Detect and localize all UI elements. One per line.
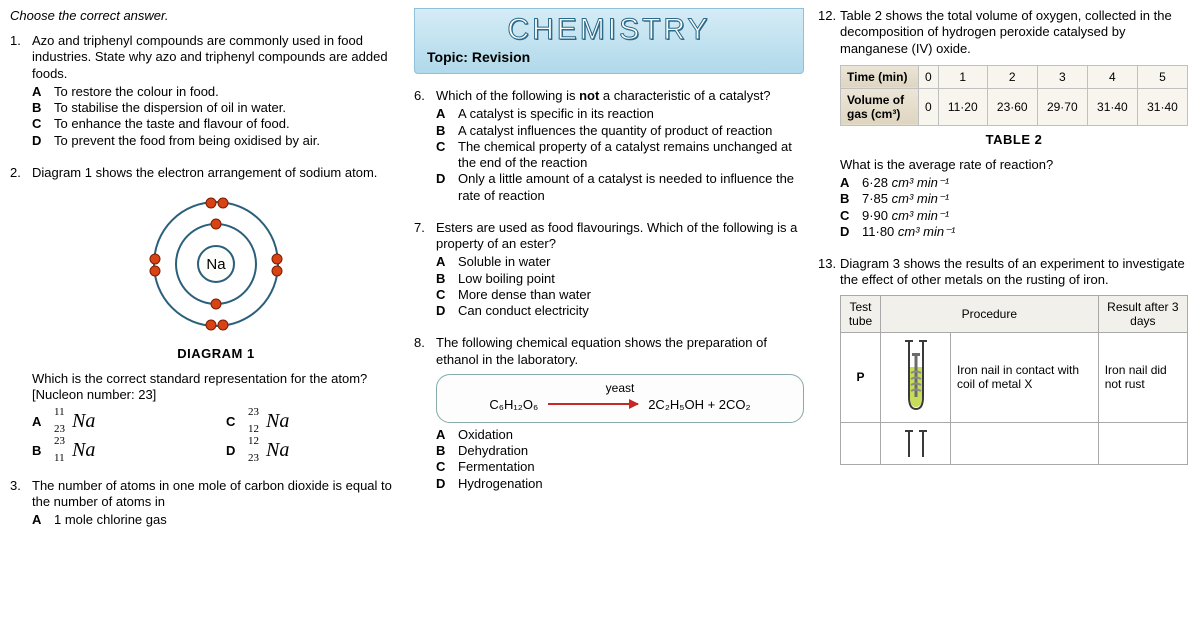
q1-option-c[interactable]: CTo enhance the taste and flavour of foo… xyxy=(32,116,400,132)
question-13: 13. Diagram 3 shows the results of an ex… xyxy=(818,256,1188,465)
svg-text:Na: Na xyxy=(206,256,226,273)
q7-option-d[interactable]: DCan conduct electricity xyxy=(436,303,804,319)
banner-title: CHEMISTRY xyxy=(427,13,791,47)
q12-number: 12. xyxy=(818,8,840,240)
q1-option-d[interactable]: DTo prevent the food from being oxidised… xyxy=(32,133,400,149)
test-tube-icon xyxy=(881,332,951,422)
question-2: 2. Diagram 1 shows the electron arrangem… xyxy=(10,165,400,462)
equation-lhs: C₆H₁₂O₆ xyxy=(489,397,538,412)
q8-option-c[interactable]: CFermentation xyxy=(436,459,804,475)
arrow-icon xyxy=(548,403,638,405)
q12-option-a[interactable]: A6·28 cm³ min⁻¹ xyxy=(840,175,1188,191)
q8-option-b[interactable]: BDehydration xyxy=(436,443,804,459)
equation-catalyst: yeast xyxy=(451,381,789,395)
table-3-row-p-proc: Iron nail in contact with coil of metal … xyxy=(951,332,1099,422)
q6-number: 6. xyxy=(414,88,436,204)
q6-option-c[interactable]: CThe chemical property of a catalyst rem… xyxy=(436,139,804,172)
table-2-row1-label: Time (min) xyxy=(841,65,919,88)
table-3-row-p-result: Iron nail did not rust xyxy=(1098,332,1187,422)
table-3-h1: Test tube xyxy=(841,295,881,332)
q6-text: Which of the following is not a characte… xyxy=(436,88,804,104)
q12-option-d[interactable]: D11·80 cm³ min⁻¹ xyxy=(840,224,1188,240)
q3-text: The number of atoms in one mole of carbo… xyxy=(32,478,400,511)
table-row: P Iron xyxy=(841,332,1188,422)
table-2: Time (min) 0 1 2 3 4 5 Volume of gas (cm… xyxy=(840,65,1188,126)
banner-subtitle: Topic: Revision xyxy=(427,49,791,65)
instruction-text: Choose the correct answer. xyxy=(10,8,400,23)
q2-option-c[interactable]: C 2312Na xyxy=(226,410,400,433)
q8-option-d[interactable]: DHydrogenation xyxy=(436,476,804,492)
q3-option-a[interactable]: A1 mole chlorine gas xyxy=(32,512,400,528)
q8-text: The following chemical equation shows th… xyxy=(436,335,804,368)
table-3-h3: Result after 3 days xyxy=(1098,295,1187,332)
q12-text: Table 2 shows the total volume of oxygen… xyxy=(840,8,1188,57)
subject-banner: CHEMISTRY Topic: Revision xyxy=(414,8,804,74)
table-row xyxy=(841,422,1188,464)
diagram-1-caption: DIAGRAM 1 xyxy=(32,346,400,361)
q7-option-a[interactable]: ASoluble in water xyxy=(436,254,804,270)
table-row: Test tube Procedure Result after 3 days xyxy=(841,295,1188,332)
q6-option-d[interactable]: DOnly a little amount of a catalyst is n… xyxy=(436,171,804,204)
q8-number: 8. xyxy=(414,335,436,492)
q7-option-c[interactable]: CMore dense than water xyxy=(436,287,804,303)
question-8: 8. The following chemical equation shows… xyxy=(414,335,804,492)
table-row: Volume of gas (cm³) 0 11·20 23·60 29·70 … xyxy=(841,88,1188,125)
q1-option-b[interactable]: BTo stabilise the dispersion of oil in w… xyxy=(32,100,400,116)
question-7: 7. Esters are used as food flavourings. … xyxy=(414,220,804,320)
q2-option-b[interactable]: B 2311Na xyxy=(32,439,206,462)
q1-text: Azo and triphenyl compounds are commonly… xyxy=(32,33,400,82)
q6-option-a[interactable]: AA catalyst is specific in its reaction xyxy=(436,106,804,122)
q12-option-c[interactable]: C9·90 cm³ min⁻¹ xyxy=(840,208,1188,224)
q2-option-a[interactable]: A 1123Na xyxy=(32,410,206,433)
q1-number: 1. xyxy=(10,33,32,149)
q2-intro: Diagram 1 shows the electron arrangement… xyxy=(32,165,400,181)
q7-number: 7. xyxy=(414,220,436,320)
table-3-h2: Procedure xyxy=(881,295,1099,332)
table-2-row2-label: Volume of gas (cm³) xyxy=(841,88,919,125)
q8-option-a[interactable]: AOxidation xyxy=(436,427,804,443)
q2-option-d[interactable]: D 1223Na xyxy=(226,439,400,462)
q1-option-a[interactable]: ATo restore the colour in food. xyxy=(32,84,400,100)
question-12: 12. Table 2 shows the total volume of ox… xyxy=(818,8,1188,240)
q2-text: Which is the correct standard representa… xyxy=(32,371,400,404)
test-tube-icon xyxy=(881,422,951,464)
equation-rhs: 2C₂H₅OH + 2CO₂ xyxy=(648,397,750,412)
question-1: 1. Azo and triphenyl compounds are commo… xyxy=(10,33,400,149)
table-2-caption: TABLE 2 xyxy=(840,132,1188,147)
q7-text: Esters are used as food flavourings. Whi… xyxy=(436,220,804,253)
table-row: Time (min) 0 1 2 3 4 5 xyxy=(841,65,1188,88)
table-3: Test tube Procedure Result after 3 days … xyxy=(840,295,1188,465)
question-3: 3. The number of atoms in one mole of ca… xyxy=(10,478,400,529)
q2-number: 2. xyxy=(10,165,32,462)
q13-text: Diagram 3 shows the results of an experi… xyxy=(840,256,1188,289)
q13-number: 13. xyxy=(818,256,840,465)
q12-option-b[interactable]: B7·85 cm³ min⁻¹ xyxy=(840,191,1188,207)
q3-number: 3. xyxy=(10,478,32,529)
q7-option-b[interactable]: BLow boiling point xyxy=(436,271,804,287)
atom-diagram: Na xyxy=(32,189,400,342)
q12-subquestion: What is the average rate of reaction? xyxy=(840,157,1188,173)
equation-box: yeast C₆H₁₂O₆ 2C₂H₅OH + 2CO₂ xyxy=(436,374,804,423)
question-6: 6. Which of the following is not a chara… xyxy=(414,88,804,204)
q6-option-b[interactable]: BA catalyst influences the quantity of p… xyxy=(436,123,804,139)
table-3-row-p-id: P xyxy=(841,332,881,422)
